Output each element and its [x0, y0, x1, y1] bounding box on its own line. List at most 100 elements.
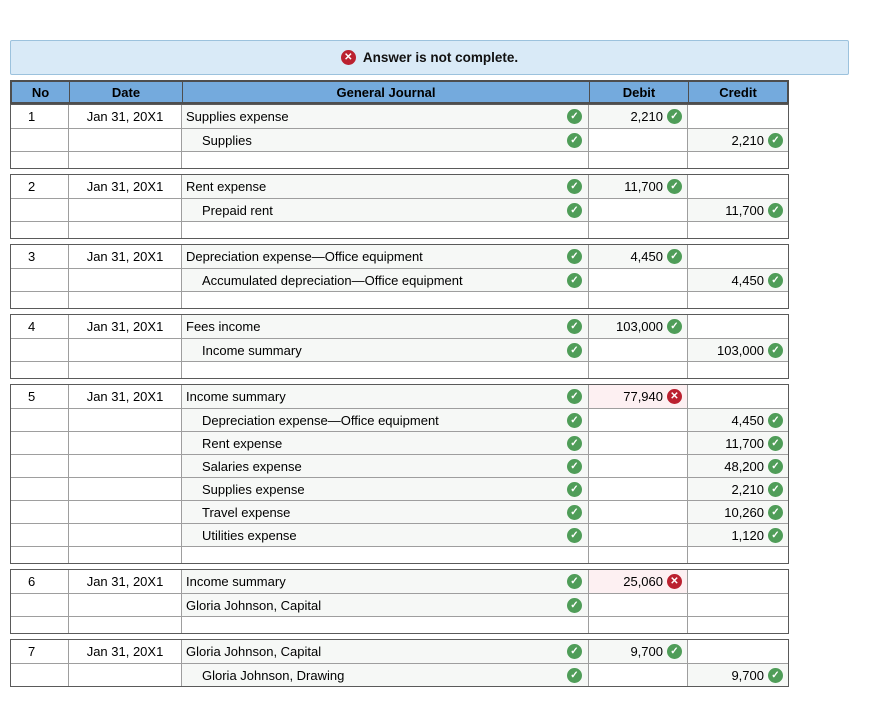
debit-amount: 11,700 [624, 179, 663, 194]
account-cell[interactable]: Rent expense ✓ [181, 432, 588, 454]
credit-amount: 1,120 [731, 527, 764, 543]
entry-date-cell: Jan 31, 20X1 [68, 105, 181, 128]
account-cell[interactable]: Travel expense ✓ [181, 501, 588, 523]
credit-cell[interactable] [687, 640, 788, 663]
account-cell[interactable]: Rent expense ✓ [181, 175, 588, 198]
check-icon: ✓ [667, 319, 682, 334]
blank-cell [11, 362, 68, 378]
journal-line-row: 7 Jan 31, 20X1 Gloria Johnson, Capital ✓ 9,7… [11, 640, 788, 663]
account-name: Income summary [186, 574, 286, 589]
check-icon: ✓ [567, 342, 582, 358]
debit-cell[interactable] [588, 339, 687, 361]
debit-cell[interactable] [588, 432, 687, 454]
entry-date-cell: Jan 31, 20X1 [68, 570, 181, 593]
entry-date-cell: Jan 31, 20X1 [68, 175, 181, 198]
entry-no-cell [11, 664, 68, 686]
check-icon: ✓ [567, 435, 582, 451]
account-cell[interactable]: Depreciation expense—Office equipment ✓ [181, 245, 588, 268]
journal-entry-group: 5 Jan 31, 20X1 Income summary ✓ 77,940 ✕ Depre… [10, 384, 789, 564]
debit-cell[interactable]: 25,060 ✕ [588, 570, 687, 593]
account-cell[interactable]: Fees income ✓ [181, 315, 588, 338]
credit-cell[interactable] [687, 570, 788, 593]
credit-amount: 10,260 [724, 504, 764, 520]
journal-line-row: Gloria Johnson, Drawing ✓ 9,700 ✓ [11, 663, 788, 686]
entry-date-cell [68, 199, 181, 221]
debit-cell[interactable]: 4,450 ✓ [588, 245, 687, 268]
journal-line-row: 1 Jan 31, 20X1 Supplies expense ✓ 2,210 ✓ [11, 105, 788, 128]
credit-cell[interactable]: 48,200 ✓ [687, 455, 788, 477]
entry-no-cell: 5 [28, 389, 36, 404]
account-cell[interactable]: Income summary ✓ [181, 385, 588, 408]
account-name: Utilities expense [202, 527, 297, 543]
blank-cell [68, 152, 181, 168]
debit-amount: 25,060 [623, 574, 663, 589]
credit-amount: 2,210 [731, 481, 764, 497]
debit-cell[interactable]: 103,000 ✓ [588, 315, 687, 338]
debit-cell[interactable]: 11,700 ✓ [588, 175, 687, 198]
account-cell[interactable]: Supplies ✓ [181, 129, 588, 151]
entry-date-cell [68, 594, 181, 616]
credit-amount: 4,450 [731, 412, 764, 428]
entry-no-cell [11, 594, 68, 616]
credit-cell[interactable]: 11,700 ✓ [687, 199, 788, 221]
credit-cell[interactable] [687, 175, 788, 198]
debit-cell[interactable] [588, 594, 687, 616]
account-name: Income summary [202, 342, 302, 358]
credit-cell[interactable]: 4,450 ✓ [687, 409, 788, 431]
credit-cell[interactable]: 2,210 ✓ [687, 478, 788, 500]
check-icon: ✓ [667, 109, 682, 124]
debit-cell[interactable] [588, 455, 687, 477]
entry-no-cell [11, 524, 68, 546]
account-cell[interactable]: Income summary ✓ [181, 570, 588, 593]
debit-cell[interactable] [588, 199, 687, 221]
journal-line-row: Supplies expense ✓ 2,210 ✓ [11, 477, 788, 500]
account-cell[interactable]: Gloria Johnson, Drawing ✓ [181, 664, 588, 686]
debit-cell[interactable] [588, 478, 687, 500]
entry-no-cell: 7 [28, 644, 36, 659]
account-cell[interactable]: Utilities expense ✓ [181, 524, 588, 546]
account-cell[interactable]: Depreciation expense—Office equipment ✓ [181, 409, 588, 431]
credit-cell[interactable] [687, 385, 788, 408]
check-icon: ✓ [567, 272, 582, 288]
debit-cell[interactable] [588, 129, 687, 151]
account-cell[interactable]: Gloria Johnson, Capital ✓ [181, 594, 588, 616]
entry-no-cell: 2 [28, 179, 36, 194]
credit-cell[interactable]: 103,000 ✓ [687, 339, 788, 361]
grading-banner: ✕ Answer is not complete. [10, 40, 849, 75]
journal-line-row: 2 Jan 31, 20X1 Rent expense ✓ 11,700 ✓ [11, 175, 788, 198]
entry-no-cell: 1 [28, 109, 36, 124]
journal-line-row: 6 Jan 31, 20X1 Income summary ✓ 25,060 ✕ [11, 570, 788, 593]
account-name: Depreciation expense—Office equipment [202, 412, 439, 428]
account-cell[interactable]: Accumulated depreciation—Office equipmen… [181, 269, 588, 291]
credit-cell[interactable] [687, 245, 788, 268]
debit-cell[interactable] [588, 501, 687, 523]
account-name: Accumulated depreciation—Office equipmen… [202, 272, 463, 288]
debit-cell[interactable] [588, 524, 687, 546]
debit-cell[interactable] [588, 269, 687, 291]
account-cell[interactable]: Supplies expense ✓ [181, 105, 588, 128]
debit-cell[interactable] [588, 409, 687, 431]
credit-cell[interactable]: 10,260 ✓ [687, 501, 788, 523]
account-cell[interactable]: Income summary ✓ [181, 339, 588, 361]
credit-cell[interactable] [687, 105, 788, 128]
account-cell[interactable]: Salaries expense ✓ [181, 455, 588, 477]
credit-cell[interactable]: 2,210 ✓ [687, 129, 788, 151]
credit-amount: 103,000 [717, 342, 764, 358]
credit-cell[interactable]: 1,120 ✓ [687, 524, 788, 546]
account-cell[interactable]: Supplies expense ✓ [181, 478, 588, 500]
check-icon: ✓ [567, 389, 582, 404]
entry-no-cell [11, 478, 68, 500]
debit-cell[interactable] [588, 664, 687, 686]
debit-cell[interactable]: 77,940 ✕ [588, 385, 687, 408]
debit-cell[interactable]: 2,210 ✓ [588, 105, 687, 128]
blank-cell [68, 362, 181, 378]
account-cell[interactable]: Prepaid rent ✓ [181, 199, 588, 221]
credit-cell[interactable]: 11,700 ✓ [687, 432, 788, 454]
credit-cell[interactable]: 4,450 ✓ [687, 269, 788, 291]
account-cell[interactable]: Gloria Johnson, Capital ✓ [181, 640, 588, 663]
credit-cell[interactable] [687, 594, 788, 616]
credit-cell[interactable]: 9,700 ✓ [687, 664, 788, 686]
credit-cell[interactable] [687, 315, 788, 338]
account-name: Prepaid rent [202, 202, 273, 218]
debit-cell[interactable]: 9,700 ✓ [588, 640, 687, 663]
